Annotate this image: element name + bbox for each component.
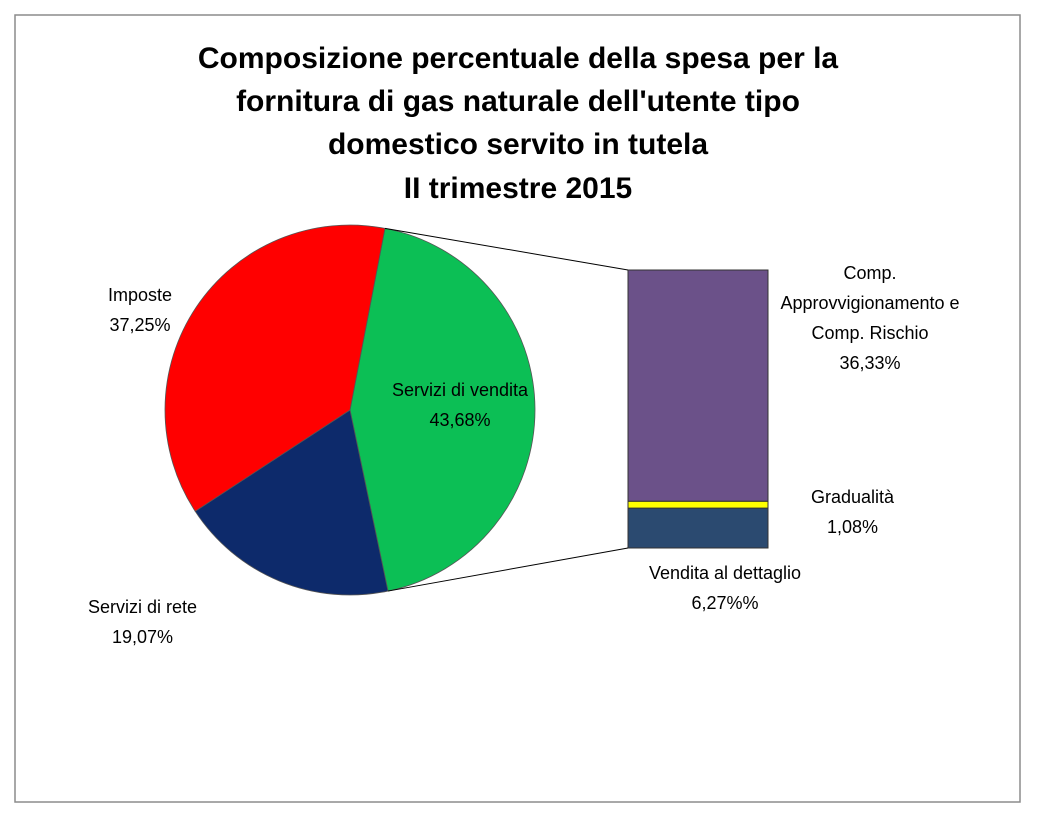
chart-title: domestico servito in tutela [327,128,709,161]
chart-title: Composizione percentuale della spesa per… [197,42,839,75]
pie-slice [349,227,536,592]
bar-label: Vendita al dettaglio 6,27%% [640,558,810,618]
bar-label: Comp. Approvvigionamento e Comp. Rischio… [780,258,960,378]
category-label: Imposte [107,285,173,305]
bar-segment [627,269,769,502]
value-label: 1,08% [826,517,879,537]
bar-segment [627,507,769,549]
chart-title: fornitura di gas naturale dell'utente ti… [236,85,800,118]
category-label: Servizi di vendita [391,380,529,400]
chart-title: II trimestre 2015 [403,172,633,205]
connector-line [384,227,629,271]
value-label: 43,68% [429,410,491,430]
pie-label: Servizi di rete 19,07% [40,592,245,652]
category-label: Comp. Approvvigionamento e Comp. Rischio [780,263,960,343]
category-label: Gradualità [810,487,895,507]
pie-label: Imposte 37,25% [40,280,240,340]
value-label: 6,27%% [691,593,759,613]
bar-segment [627,500,769,509]
connector-line [387,547,629,592]
value-label: 37,25% [109,315,171,335]
category-label: Vendita al dettaglio [648,563,802,583]
value-label: 19,07% [111,627,174,647]
bar-label: Gradualità 1,08% [770,482,935,542]
value-label: 36,33% [839,353,901,373]
pie-slice [164,224,386,512]
pie-label: Servizi di vendita 43,68% [355,375,565,435]
pie-slice [194,409,389,596]
category-label: Servizi di rete [87,597,198,617]
